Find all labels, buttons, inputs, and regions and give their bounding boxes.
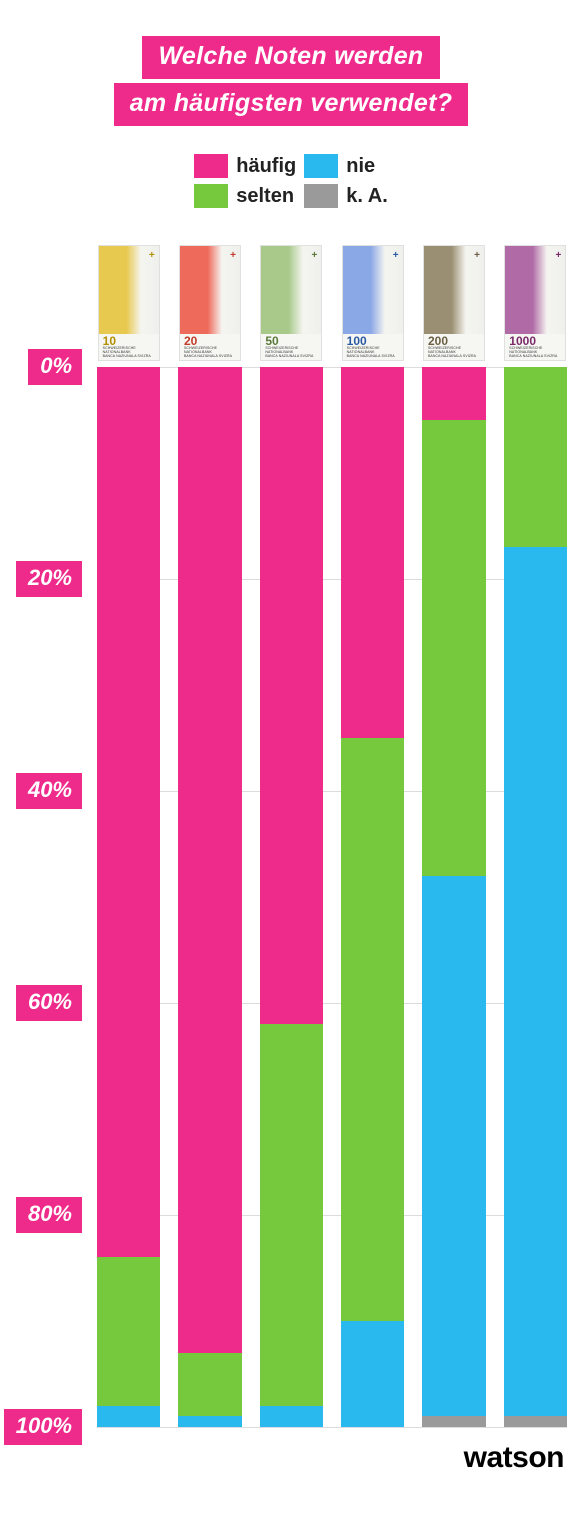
banknote-icon-100: +100SCHWEIZERISCHE NATIONALBANKBANCA NAZ… [342, 245, 404, 361]
swiss-cross-icon: + [311, 250, 317, 261]
legend-swatch-selten [194, 184, 228, 208]
banknote-caption-2: BANCA NAZIUNALA SVIZRA [184, 355, 236, 359]
banknote-top: + [343, 246, 403, 334]
title-line-1: Welche Noten werden [142, 36, 439, 79]
bar-segment-nie [504, 547, 567, 1416]
banknote-bottom: 20SCHWEIZERISCHE NATIONALBANKBANCA NAZIU… [180, 334, 240, 360]
grid-line [97, 1427, 567, 1428]
banknote-caption-2: BANCA NAZIUNALA SVIZRA [428, 355, 480, 359]
banknote-caption-2: BANCA NAZIUNALA SVIZRA [103, 355, 155, 359]
legend-swatch-nie [304, 154, 338, 178]
banknote-cell: +10SCHWEIZERISCHE NATIONALBANKBANCA NAZI… [97, 245, 160, 361]
legend-swatch-ka [304, 184, 338, 208]
bar-segment-nie [341, 1321, 404, 1427]
banknote-icon-1000: +1000SCHWEIZERISCHE NATIONALBANKBANCA NA… [504, 245, 566, 361]
title-line-2: am häufigsten verwendet? [114, 83, 469, 126]
infographic-root: Welche Noten werden am häufigsten verwen… [0, 0, 582, 1493]
bar-segment-selten [97, 1257, 160, 1405]
legend: häufig selten nie k. A. [0, 142, 582, 226]
banknote-top: + [180, 246, 240, 334]
banknote-cell: +200SCHWEIZERISCHE NATIONALBANKBANCA NAZ… [422, 245, 485, 361]
bar-segment-ka [422, 1416, 485, 1427]
footer: watson [0, 1433, 582, 1493]
banknote-top: + [99, 246, 159, 334]
banknote-caption-2: BANCA NAZIUNALA SVIZRA [509, 355, 561, 359]
legend-swatch-haeufig [194, 154, 228, 178]
banknote-cell: +1000SCHWEIZERISCHE NATIONALBANKBANCA NA… [504, 245, 567, 361]
bar-segment-selten [504, 367, 567, 547]
swiss-cross-icon: + [149, 250, 155, 261]
bar-segment-ka [504, 1416, 567, 1427]
bar-20 [178, 367, 241, 1427]
legend-col-left: häufig selten [194, 154, 296, 208]
bar-segment-haeufig [97, 367, 160, 1257]
bar-1000 [504, 367, 567, 1427]
bar-segment-selten [422, 420, 485, 876]
banknote-top: + [424, 246, 484, 334]
bar-segment-nie [260, 1406, 323, 1427]
legend-label-ka: k. A. [346, 185, 388, 208]
legend-col-right: nie k. A. [304, 154, 388, 208]
plot-area [97, 367, 567, 1427]
bar-segment-haeufig [178, 367, 241, 1353]
y-axis-label: 80% [16, 1197, 82, 1233]
bar-segment-selten [178, 1353, 241, 1417]
banknote-bottom: 200SCHWEIZERISCHE NATIONALBANKBANCA NAZI… [424, 334, 484, 360]
y-axis-labels: 0%20%40%60%80%100% [0, 367, 90, 1427]
banknote-top: + [261, 246, 321, 334]
bar-segment-selten [341, 738, 404, 1321]
bar-segment-haeufig [422, 367, 485, 420]
legend-label-selten: selten [236, 185, 294, 208]
y-axis-label: 0% [28, 349, 82, 385]
banknote-icon-10: +10SCHWEIZERISCHE NATIONALBANKBANCA NAZI… [98, 245, 160, 361]
banknote-icon-200: +200SCHWEIZERISCHE NATIONALBANKBANCA NAZ… [423, 245, 485, 361]
banknote-bottom: 10SCHWEIZERISCHE NATIONALBANKBANCA NAZIU… [99, 334, 159, 360]
bar-segment-haeufig [260, 367, 323, 1024]
banknote-caption-2: BANCA NAZIUNALA SVIZRA [265, 355, 317, 359]
legend-label-nie: nie [346, 155, 375, 178]
legend-item-haeufig: häufig [194, 154, 296, 178]
banknote-cell: +50SCHWEIZERISCHE NATIONALBANKBANCA NAZI… [260, 245, 323, 361]
banknote-icons-row: +10SCHWEIZERISCHE NATIONALBANKBANCA NAZI… [0, 226, 582, 361]
bar-segment-nie [97, 1406, 160, 1427]
legend-item-nie: nie [304, 154, 388, 178]
legend-item-selten: selten [194, 184, 296, 208]
swiss-cross-icon: + [393, 250, 399, 261]
y-axis-label: 20% [16, 561, 82, 597]
banknote-bottom: 50SCHWEIZERISCHE NATIONALBANKBANCA NAZIU… [261, 334, 321, 360]
legend-label-haeufig: häufig [236, 155, 296, 178]
banknote-icon-20: +20SCHWEIZERISCHE NATIONALBANKBANCA NAZI… [179, 245, 241, 361]
swiss-cross-icon: + [555, 250, 561, 261]
banknote-icon-50: +50SCHWEIZERISCHE NATIONALBANKBANCA NAZI… [260, 245, 322, 361]
bar-segment-nie [422, 876, 485, 1417]
brand-logo: watson [464, 1441, 564, 1475]
banknote-cell: +100SCHWEIZERISCHE NATIONALBANKBANCA NAZ… [341, 245, 404, 361]
swiss-cross-icon: + [230, 250, 236, 261]
bar-100 [341, 367, 404, 1427]
chart: 0%20%40%60%80%100% [0, 361, 582, 1433]
bar-200 [422, 367, 485, 1427]
bar-segment-haeufig [341, 367, 404, 738]
bar-segment-nie [178, 1416, 241, 1427]
bar-10 [97, 367, 160, 1427]
banknote-cell: +20SCHWEIZERISCHE NATIONALBANKBANCA NAZI… [178, 245, 241, 361]
banknote-top: + [505, 246, 565, 334]
legend-item-ka: k. A. [304, 184, 388, 208]
bar-50 [260, 367, 323, 1427]
bars-container [97, 367, 567, 1427]
y-axis-label: 60% [16, 985, 82, 1021]
banknote-bottom: 100SCHWEIZERISCHE NATIONALBANKBANCA NAZI… [343, 334, 403, 360]
banknote-bottom: 1000SCHWEIZERISCHE NATIONALBANKBANCA NAZ… [505, 334, 565, 360]
banknote-caption-2: BANCA NAZIUNALA SVIZRA [347, 355, 399, 359]
swiss-cross-icon: + [474, 250, 480, 261]
bar-segment-selten [260, 1024, 323, 1406]
y-axis-label: 40% [16, 773, 82, 809]
title-block: Welche Noten werden am häufigsten verwen… [0, 0, 582, 142]
